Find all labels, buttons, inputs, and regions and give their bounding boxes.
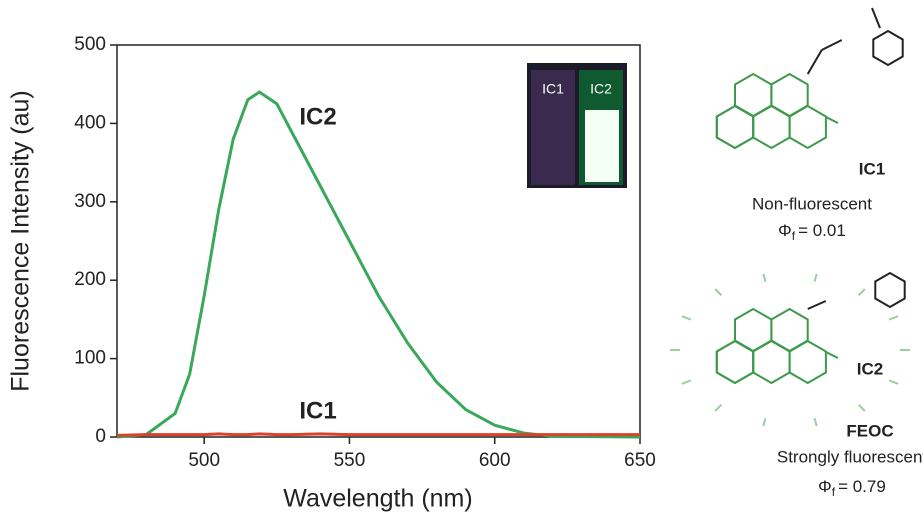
inset-label: IC1 [542,81,564,97]
bond [681,315,692,321]
x-axis-title: Wavelength (nm) [283,485,472,513]
bond [681,379,692,385]
annotation: IC1 [299,397,336,424]
structure-description: Non-fluorescent [752,194,872,213]
y-tick-label: 200 [74,269,106,290]
bond [888,379,899,385]
bond [762,417,767,427]
y-tick-label: 300 [74,191,106,212]
plot-frame [116,44,641,438]
series-line [116,90,641,439]
ring [874,271,906,309]
bond [857,404,866,412]
y-axis-title: Fluorescence Intensity (au) [7,90,35,392]
vial-glow [585,110,619,182]
bond [888,315,899,321]
structure-description: Strongly fluorescent [777,447,923,466]
bond [807,300,827,310]
annotation: IC2 [299,103,336,130]
structures [670,7,910,427]
bond [871,7,881,29]
bond [714,404,723,412]
bond [825,116,839,124]
quantum-yield: Φf = 0.79 [818,477,886,499]
bond [813,417,818,427]
bond [762,273,767,283]
bond [857,288,866,296]
inset-label: IC2 [590,81,612,97]
structure-code: FEOC [846,421,893,440]
y-tick-label: 0 [95,426,106,447]
bond [821,39,843,51]
ring [788,339,827,385]
structure-name: IC2 [857,359,883,378]
y-tick-label: 100 [74,348,106,369]
bond [714,288,723,296]
structure-name: IC1 [859,159,885,178]
x-tick-label: 500 [188,450,220,471]
bond [813,273,818,283]
x-tick-label: 650 [624,450,656,471]
bond [825,351,839,359]
ring [788,104,827,150]
x-tick-label: 600 [479,450,511,471]
y-tick-label: 400 [74,112,106,133]
x-tick-label: 550 [334,450,366,471]
ring [872,29,904,67]
series-line [116,432,640,437]
bond [806,49,823,75]
vial [531,70,575,185]
quantum-yield: Φf = 0.01 [778,221,846,243]
y-tick-label: 500 [74,34,106,55]
